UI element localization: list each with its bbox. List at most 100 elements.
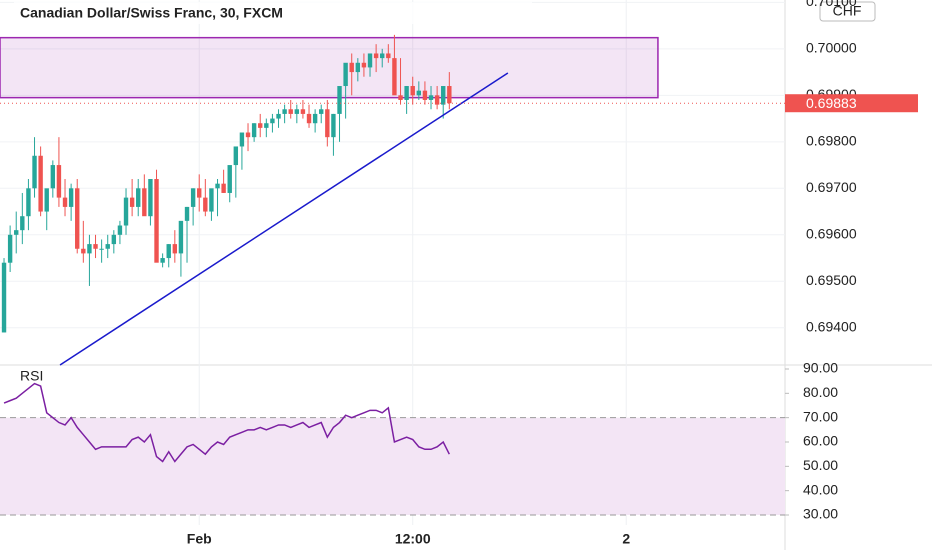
y-tick-label: 80.00 [803,384,838,400]
candle-body [428,95,434,100]
candle-body [258,123,263,128]
candle-body [129,197,135,207]
y-tick-label: 90.00 [803,360,838,376]
candle-body [355,62,361,73]
candle-body [93,244,98,249]
candle-body [319,109,324,114]
candle-body [117,225,123,235]
candle-body [62,197,68,207]
candle-body [38,155,43,212]
candle-body [123,197,129,226]
candle-body [99,248,104,250]
rsi-line [3,382,450,463]
candle-body [148,179,153,217]
candle-body [251,123,257,138]
chart-title: Canadian Dollar/Swiss Franc, 30, FXCM [20,5,283,21]
candle-body [264,123,269,128]
candle-body [68,188,74,207]
candle-body [184,206,190,221]
candle-body [239,132,245,147]
x-tick-label: 2 [622,531,630,547]
y-tick-label: 60.00 [803,433,838,449]
candle-body [190,188,196,207]
candle-body [276,113,281,119]
trendline [59,72,509,366]
y-tick-label: 0.69700 [806,179,857,195]
candle-body [416,90,422,96]
candle-body [404,86,409,100]
candle-body [288,109,293,114]
candle-body [44,188,49,212]
y-tick-label: 70.00 [803,408,838,424]
candle-body [434,95,440,105]
last-price-label: 0.69883 [806,95,857,111]
candle-body [361,62,367,68]
candle-body [75,188,80,249]
x-tick-label: 12:00 [395,531,431,547]
candle-body [331,113,336,138]
y-tick-label: 0.70100 [806,0,857,9]
candle-body [111,234,117,245]
candle-body [270,118,275,124]
candle-body [447,86,452,104]
candle-body [343,62,348,87]
candle-body [209,188,214,212]
candle-body [337,86,342,114]
candle-body [441,86,446,105]
candle-body [306,113,312,124]
candle-body [7,234,13,263]
candle-body [221,183,226,193]
candle-body [14,230,19,235]
currency-box [819,1,876,22]
y-tick-label: 40.00 [803,481,838,497]
candle-body [56,165,62,198]
candle-body [81,248,86,254]
candle-body [325,109,330,138]
candle-body [349,62,354,73]
candle-body [300,109,306,114]
candle-body [26,188,31,217]
candle-body [233,146,239,166]
candle-body [1,262,7,333]
y-tick-label: 0.69600 [806,226,857,242]
candle-body [282,109,287,114]
rsi-title: RSI [20,368,43,384]
y-tick-label: 30.00 [803,506,838,522]
candle-body [392,58,397,96]
candle-body [20,216,25,231]
candle-body [32,155,37,189]
candle-body [197,188,202,198]
candle-body [172,244,178,254]
candle-body [422,90,428,100]
title-bg [14,2,532,24]
last-price-box [785,94,918,113]
candle-body [50,165,56,189]
candle-body [312,113,318,124]
candle-body [178,220,184,254]
candle-body [380,53,385,59]
candle-body [154,179,159,263]
candle-body [142,188,147,217]
candle-body [203,197,208,212]
candle-body [245,132,251,138]
zone [0,36,659,99]
candle-body [166,244,171,259]
candle-body [367,53,373,68]
candle-body [87,244,92,254]
y-tick-label: 0.69800 [806,133,857,149]
y-tick-label: 0.69500 [806,272,857,288]
candle-body [373,53,379,59]
candle-body [386,53,391,59]
candle-body [136,188,141,207]
candle-body [215,183,220,189]
y-tick-label: 50.00 [803,457,838,473]
y-tick-label: 0.69400 [806,319,857,335]
candle-body [410,86,415,96]
currency-label: CHF [833,3,862,19]
y-tick-label: 0.70000 [806,40,857,56]
x-tick-label: Feb [187,531,212,547]
candle-body [398,95,403,100]
candle-body [160,258,165,263]
candle-body [294,109,300,114]
